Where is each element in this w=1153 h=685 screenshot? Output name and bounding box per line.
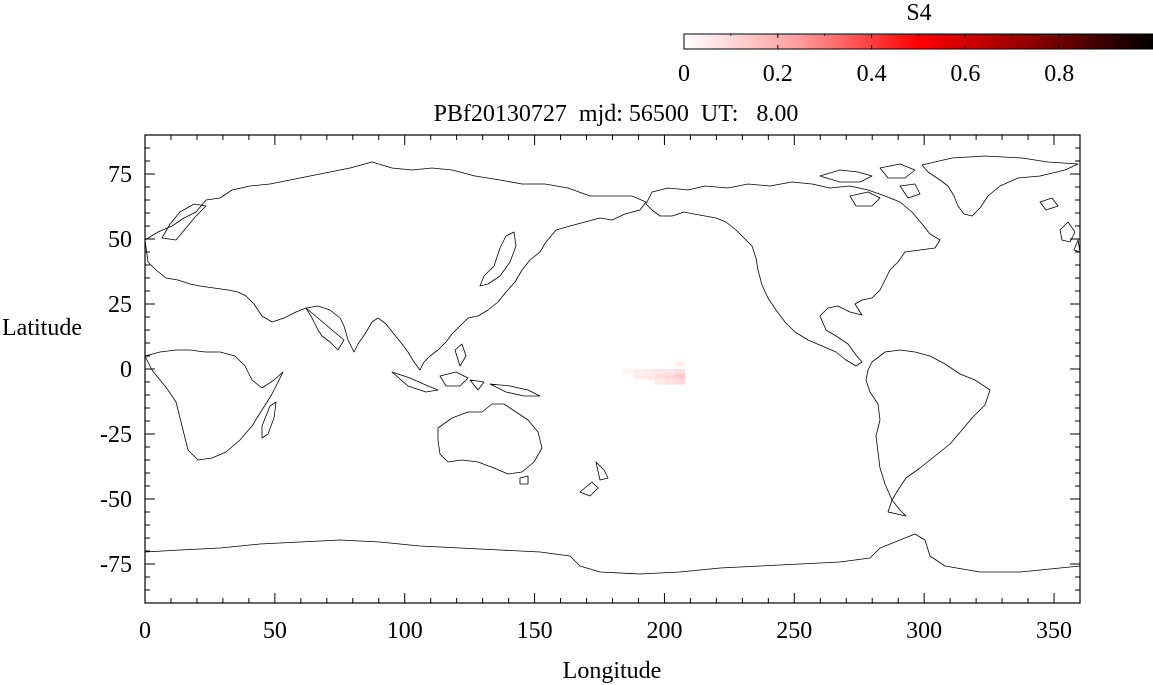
coast-scandinavia bbox=[161, 203, 207, 241]
s4-cell bbox=[654, 374, 665, 380]
coast-new-zealand bbox=[579, 461, 609, 497]
x-tick-label: 50 bbox=[263, 618, 287, 644]
s4-cell bbox=[664, 374, 675, 380]
s4-cell bbox=[643, 374, 655, 380]
x-tick-label: 200 bbox=[646, 618, 682, 644]
axis-ticks bbox=[144, 134, 1081, 604]
colorbar-gradient bbox=[683, 33, 1153, 50]
coastline-map bbox=[145, 155, 1080, 575]
colorbar-tick-label: 0.8 bbox=[1044, 61, 1074, 87]
y-axis-label: Latitude bbox=[2, 315, 82, 341]
s4-cell bbox=[633, 374, 644, 380]
s4-cell bbox=[674, 369, 686, 375]
coast-indonesia bbox=[391, 343, 541, 397]
coast-greenland bbox=[921, 155, 1079, 217]
plot-frame bbox=[144, 134, 1081, 604]
x-tick-label: 350 bbox=[1036, 618, 1072, 644]
x-tick-label: 300 bbox=[906, 618, 942, 644]
y-tick-label: 0 bbox=[120, 357, 132, 383]
colorbar: S4 0 0.2 0.4 0.6 0.8 bbox=[678, 0, 1153, 87]
coast-arctic-islands bbox=[819, 163, 921, 207]
y-tick-label: -75 bbox=[100, 552, 132, 578]
s4-cells bbox=[622, 361, 686, 385]
s4-cell bbox=[664, 369, 675, 375]
y-tick-label: 75 bbox=[108, 162, 132, 188]
coast-madagascar bbox=[261, 401, 277, 439]
coast-eurasia bbox=[145, 161, 647, 371]
s4-cell bbox=[643, 369, 655, 375]
y-tick-label: -25 bbox=[100, 422, 132, 448]
x-tick-label: 0 bbox=[139, 618, 151, 644]
colorbar-ticks: 0 0.2 0.4 0.6 0.8 bbox=[678, 34, 1153, 87]
x-tick-label: 100 bbox=[387, 618, 423, 644]
s4-cell bbox=[622, 369, 634, 375]
coast-antarctica bbox=[145, 533, 1080, 575]
x-tick-labels: 0 50 100 150 200 250 300 350 bbox=[139, 618, 1072, 644]
s4-cell bbox=[674, 361, 686, 367]
chart-title: PBf20130727 mjd: 56500 UT: 8.00 bbox=[434, 101, 799, 127]
x-tick-label: 150 bbox=[517, 618, 553, 644]
s4-cell bbox=[674, 374, 686, 380]
coast-uk-iceland bbox=[1039, 197, 1080, 253]
coast-australia bbox=[437, 403, 543, 485]
s4-cell bbox=[654, 379, 665, 385]
colorbar-label: S4 bbox=[906, 0, 931, 26]
y-tick-label: 50 bbox=[108, 227, 132, 253]
colorbar-tick-label: 0.4 bbox=[857, 61, 887, 87]
y-tick-label: 25 bbox=[108, 292, 132, 318]
coast-south-america bbox=[865, 349, 991, 517]
colorbar-tick-label: 0.2 bbox=[763, 61, 793, 87]
y-tick-labels: 75 50 25 0 -25 -50 -75 bbox=[100, 162, 132, 578]
coast-north-america bbox=[645, 181, 941, 367]
y-tick-label: -50 bbox=[100, 487, 132, 513]
colorbar-tick-label: 0 bbox=[678, 61, 690, 87]
colorbar-tick-label: 0.6 bbox=[950, 61, 980, 87]
s4-cell bbox=[633, 369, 644, 375]
s4-cell bbox=[674, 379, 686, 385]
coast-africa bbox=[145, 349, 284, 461]
s4-cell bbox=[664, 379, 675, 385]
s4-cell bbox=[654, 369, 665, 375]
x-axis-label: Longitude bbox=[563, 658, 662, 684]
coast-india bbox=[305, 307, 345, 351]
coast-japan bbox=[479, 231, 517, 287]
x-tick-label: 250 bbox=[776, 618, 812, 644]
